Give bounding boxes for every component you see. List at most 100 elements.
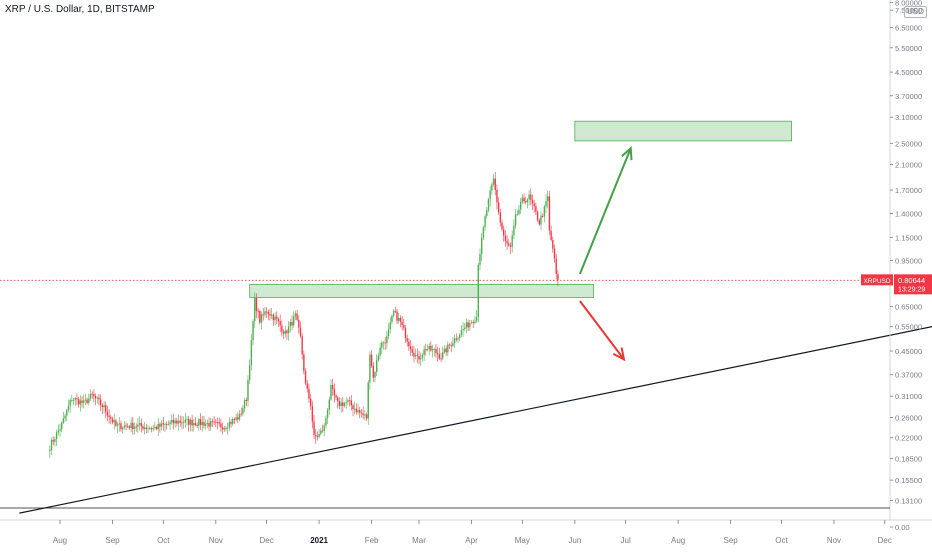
candle-body	[184, 419, 187, 423]
candle-body	[274, 316, 276, 321]
candle-body	[281, 325, 283, 332]
candle-body	[374, 372, 376, 378]
candle-body	[382, 342, 385, 344]
candle-body	[169, 422, 171, 424]
candle-body	[276, 316, 278, 319]
candle-body	[164, 423, 166, 425]
candle-body	[421, 354, 424, 358]
bullish-arrow[interactable]	[578, 146, 633, 275]
candle-body	[306, 383, 308, 389]
candle-body	[248, 365, 251, 380]
bearish-arrow[interactable]	[579, 300, 626, 362]
candle-body	[552, 240, 554, 249]
candle-body	[245, 399, 247, 401]
candle-body	[213, 421, 215, 423]
candle-body	[132, 422, 134, 430]
candle-body	[536, 211, 539, 221]
currency-badge[interactable]: USD	[904, 6, 927, 18]
candle-body	[286, 330, 288, 334]
candle-body	[265, 311, 268, 313]
candle-body	[287, 326, 290, 334]
candle-body	[480, 237, 483, 254]
candle-body	[250, 340, 253, 366]
candle-body	[121, 427, 124, 430]
candle-body	[264, 311, 266, 315]
candle-body	[71, 400, 73, 401]
candle-body	[514, 214, 517, 226]
ascending-trendline[interactable]	[19, 326, 932, 514]
x-tick-label: Mar	[412, 536, 426, 545]
candle-body	[101, 405, 104, 408]
candle-body	[492, 178, 495, 185]
candle-body	[186, 419, 188, 420]
candle-body	[57, 430, 60, 433]
candle-body	[106, 411, 109, 416]
candle-body	[84, 399, 87, 401]
candle-body	[176, 420, 178, 424]
candle-body	[221, 427, 224, 430]
y-tick-label: 3.70000	[895, 92, 922, 101]
symbol-title[interactable]: XRP / U.S. Dollar, 1D, BITSTAMP	[5, 4, 155, 15]
candle-body	[277, 318, 280, 322]
candle-body	[208, 422, 210, 427]
candle-body	[465, 322, 468, 328]
candle-body	[88, 398, 90, 403]
candle-body	[323, 425, 325, 431]
candle-body	[418, 356, 420, 360]
candle-body	[504, 235, 507, 242]
candle-body	[243, 399, 246, 409]
candle-body	[147, 428, 149, 430]
candle-body	[181, 422, 183, 424]
candle-body	[342, 402, 344, 406]
support-zone[interactable]	[249, 283, 594, 298]
candle-body	[547, 196, 549, 202]
y-tick-label: 2.10000	[895, 160, 922, 169]
candle-body	[416, 355, 419, 357]
candle-body	[194, 423, 197, 426]
candle-body	[150, 428, 153, 430]
x-tick-label: Apr	[465, 536, 478, 545]
candle-body	[242, 408, 244, 414]
candle-body	[528, 194, 530, 200]
candle-body	[240, 413, 242, 415]
candle-body	[455, 338, 457, 340]
candle-body	[353, 408, 356, 410]
candle-body	[320, 430, 322, 435]
candle-body	[535, 206, 537, 212]
candle-body	[321, 430, 324, 432]
candle-body	[120, 423, 122, 430]
candle-body	[228, 422, 231, 428]
target-zone[interactable]	[574, 120, 793, 142]
candle-body	[252, 321, 254, 341]
arrow-layer[interactable]	[578, 146, 633, 362]
zone-layer[interactable]	[249, 120, 793, 298]
y-tick-label: 0.65000	[895, 302, 922, 311]
candle-body	[430, 345, 432, 351]
trendline-layer[interactable]	[0, 279, 932, 514]
candle-body	[335, 395, 337, 398]
candle-body	[60, 422, 63, 429]
candle-body	[193, 423, 195, 426]
candle-body	[420, 357, 422, 360]
candle-body	[235, 417, 237, 420]
candle-body	[198, 419, 200, 426]
candle-body	[348, 400, 351, 401]
candle-body	[557, 273, 559, 281]
candle-body	[237, 417, 239, 420]
y-tick-label: 5.50000	[895, 44, 922, 53]
bullish-arrow-shaft	[578, 147, 632, 275]
y-tick-label: 0.31000	[895, 392, 922, 401]
candle-body	[453, 338, 456, 344]
candle-body	[487, 199, 490, 211]
y-tick-label: 3.10000	[895, 113, 922, 122]
candle-body	[89, 393, 92, 399]
candle-body	[182, 422, 185, 424]
bullish-arrow-head	[621, 146, 633, 161]
candle-body	[54, 439, 56, 442]
candle-body	[506, 241, 508, 244]
candle-body	[482, 227, 485, 238]
candle-body	[269, 313, 271, 316]
